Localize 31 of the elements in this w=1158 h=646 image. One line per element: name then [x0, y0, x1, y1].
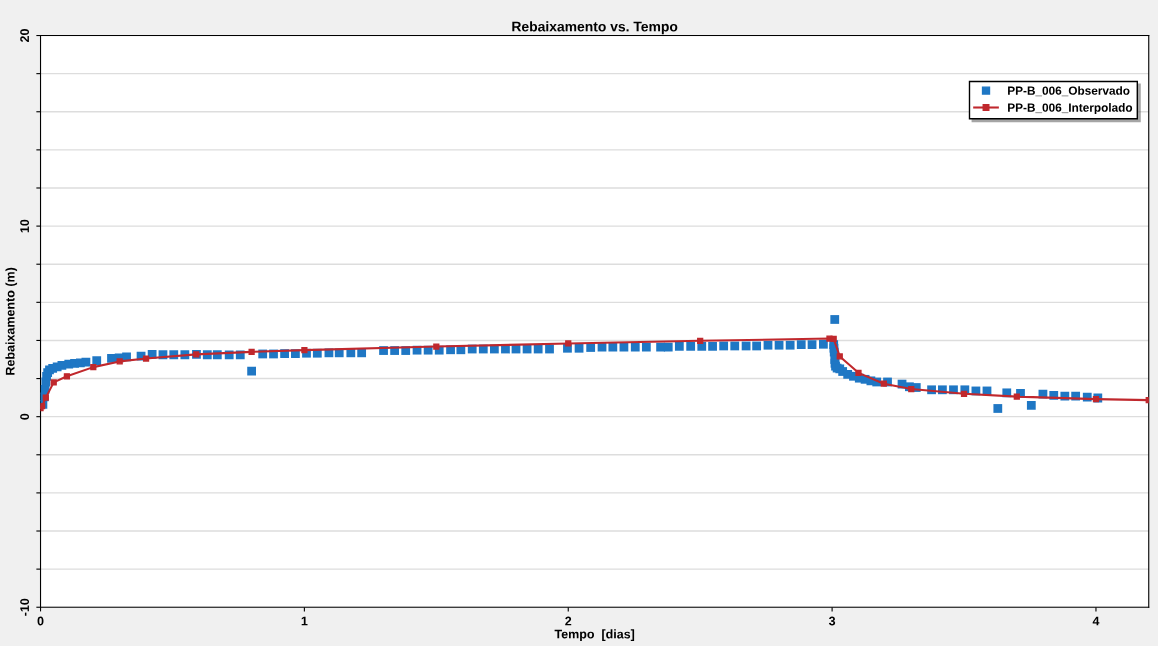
point [826, 335, 833, 342]
point [63, 373, 71, 380]
point [830, 335, 837, 343]
point [142, 355, 150, 362]
chart-title: Rebaixamento vs. Tempo [512, 21, 678, 35]
point [433, 343, 440, 350]
y-tick-label: 20 [20, 29, 30, 43]
legend-label: PP-B_006_Observado [1008, 86, 1130, 97]
y-tick-label: 0 [20, 413, 30, 420]
point [301, 347, 308, 354]
x-tick-label: 1 [301, 616, 308, 626]
point [116, 358, 123, 365]
x-axis-title: Tempo [dias] [554, 629, 635, 641]
point [90, 363, 97, 371]
x-tick-label: 3 [828, 616, 836, 626]
x-tick-label: 2 [565, 616, 572, 626]
point [836, 353, 843, 360]
x-tick-label: 0 [37, 616, 44, 626]
y-tick-label: -10 [20, 598, 30, 616]
y-tick-label: 10 [20, 219, 30, 233]
point [960, 390, 968, 397]
point [697, 337, 704, 344]
point [880, 380, 887, 387]
point [855, 369, 862, 376]
legend-label: PP-B_006_Interpolado [1008, 103, 1133, 115]
point [248, 348, 255, 356]
point [565, 340, 572, 347]
y-axis-title: Rebaixamento (m) [5, 267, 18, 375]
point [50, 379, 57, 386]
point [1013, 393, 1020, 400]
x-tick-label: 4 [1092, 616, 1100, 626]
